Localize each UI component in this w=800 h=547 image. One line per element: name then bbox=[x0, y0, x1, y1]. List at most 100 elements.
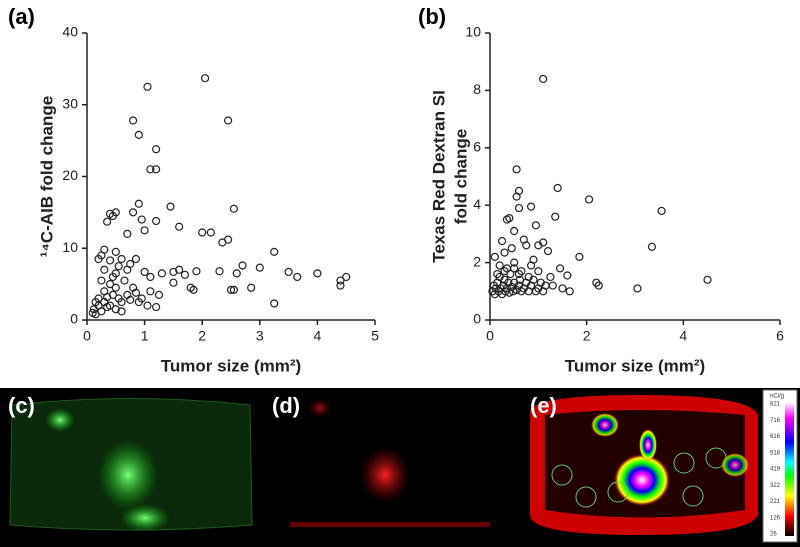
point bbox=[175, 265, 184, 274]
point bbox=[192, 267, 201, 276]
point bbox=[175, 222, 184, 231]
x-tick-label: 0 bbox=[83, 328, 91, 344]
point bbox=[584, 195, 594, 204]
x-tick-label: 2 bbox=[583, 328, 591, 344]
point bbox=[131, 254, 141, 264]
y-axis-label: Texas Red Dextran SI bbox=[429, 90, 448, 263]
point bbox=[143, 301, 152, 310]
point bbox=[152, 165, 161, 174]
colorbar-tick-label: 221 bbox=[770, 499, 781, 505]
point bbox=[128, 116, 138, 125]
x-tick-label: 6 bbox=[776, 328, 784, 344]
y-tick-label: 20 bbox=[62, 167, 78, 183]
point bbox=[111, 247, 120, 256]
point bbox=[657, 206, 666, 216]
point bbox=[126, 259, 135, 269]
y-tick-label: 8 bbox=[473, 81, 481, 97]
point bbox=[146, 287, 155, 296]
point bbox=[198, 228, 207, 237]
point bbox=[490, 252, 499, 261]
point bbox=[510, 226, 519, 236]
point bbox=[238, 261, 247, 270]
point bbox=[493, 269, 502, 279]
point bbox=[546, 272, 555, 282]
point bbox=[647, 242, 657, 251]
point bbox=[114, 262, 123, 271]
point bbox=[189, 285, 198, 294]
point bbox=[594, 281, 603, 290]
point bbox=[541, 281, 550, 290]
colorbar-tick-label: 518 bbox=[770, 450, 781, 456]
point bbox=[111, 283, 120, 292]
x-tick-label: 4 bbox=[314, 328, 322, 344]
point bbox=[137, 215, 146, 224]
point bbox=[180, 270, 190, 279]
point bbox=[97, 251, 106, 260]
point bbox=[543, 247, 553, 256]
point bbox=[534, 267, 543, 276]
point bbox=[140, 226, 149, 235]
point bbox=[255, 263, 264, 272]
point bbox=[218, 238, 227, 247]
panel-label: (c) bbox=[8, 393, 35, 418]
panel-label: (d) bbox=[272, 393, 300, 418]
point bbox=[526, 202, 536, 211]
y-tick-label: 10 bbox=[62, 239, 78, 255]
image-c bbox=[9, 398, 253, 532]
point bbox=[200, 74, 210, 83]
colorbar-tick-label: 616 bbox=[770, 434, 781, 440]
point bbox=[108, 211, 118, 221]
point bbox=[131, 288, 141, 297]
point bbox=[497, 236, 507, 246]
point bbox=[117, 254, 126, 264]
colorbar-tick-label: 821 bbox=[770, 402, 781, 408]
image-d bbox=[290, 398, 490, 527]
point bbox=[270, 299, 279, 308]
point bbox=[120, 276, 129, 285]
point bbox=[143, 82, 152, 91]
point bbox=[117, 297, 126, 307]
point bbox=[522, 241, 531, 250]
colorbar-tick-label: 126 bbox=[770, 515, 781, 521]
point bbox=[103, 217, 112, 226]
x-tick-label: 3 bbox=[256, 328, 264, 344]
point bbox=[126, 295, 135, 305]
point bbox=[500, 267, 509, 276]
point bbox=[558, 284, 567, 293]
x-tick-label: 0 bbox=[486, 328, 494, 344]
colorbar-tick-label: 322 bbox=[770, 483, 781, 489]
point bbox=[166, 202, 175, 211]
point bbox=[507, 244, 516, 253]
point bbox=[510, 264, 519, 273]
point bbox=[548, 281, 557, 290]
point bbox=[539, 74, 548, 84]
point bbox=[206, 228, 215, 237]
point bbox=[94, 294, 103, 303]
point bbox=[128, 208, 138, 217]
colorbar-tick-label: 716 bbox=[770, 418, 781, 424]
point bbox=[293, 272, 302, 282]
point bbox=[565, 287, 574, 296]
point bbox=[226, 285, 236, 294]
point bbox=[100, 265, 109, 274]
point bbox=[703, 275, 712, 284]
y-tick-label: 2 bbox=[473, 253, 481, 269]
point bbox=[539, 238, 548, 247]
point bbox=[514, 269, 524, 279]
point bbox=[553, 183, 562, 193]
x-tick-label: 2 bbox=[198, 328, 206, 344]
point bbox=[103, 302, 112, 312]
point bbox=[123, 229, 132, 238]
point bbox=[154, 290, 164, 299]
point bbox=[495, 261, 504, 270]
y-tick-label: 0 bbox=[70, 311, 78, 327]
y-tick-label: 10 bbox=[465, 24, 481, 40]
x-axis-label: Tumor size (mm²) bbox=[565, 356, 705, 375]
point bbox=[270, 247, 279, 256]
y-tick-label: 0 bbox=[473, 311, 481, 327]
colorbar bbox=[785, 402, 794, 536]
point bbox=[137, 294, 146, 303]
x-tick-label: 1 bbox=[141, 328, 149, 344]
point bbox=[140, 267, 149, 277]
